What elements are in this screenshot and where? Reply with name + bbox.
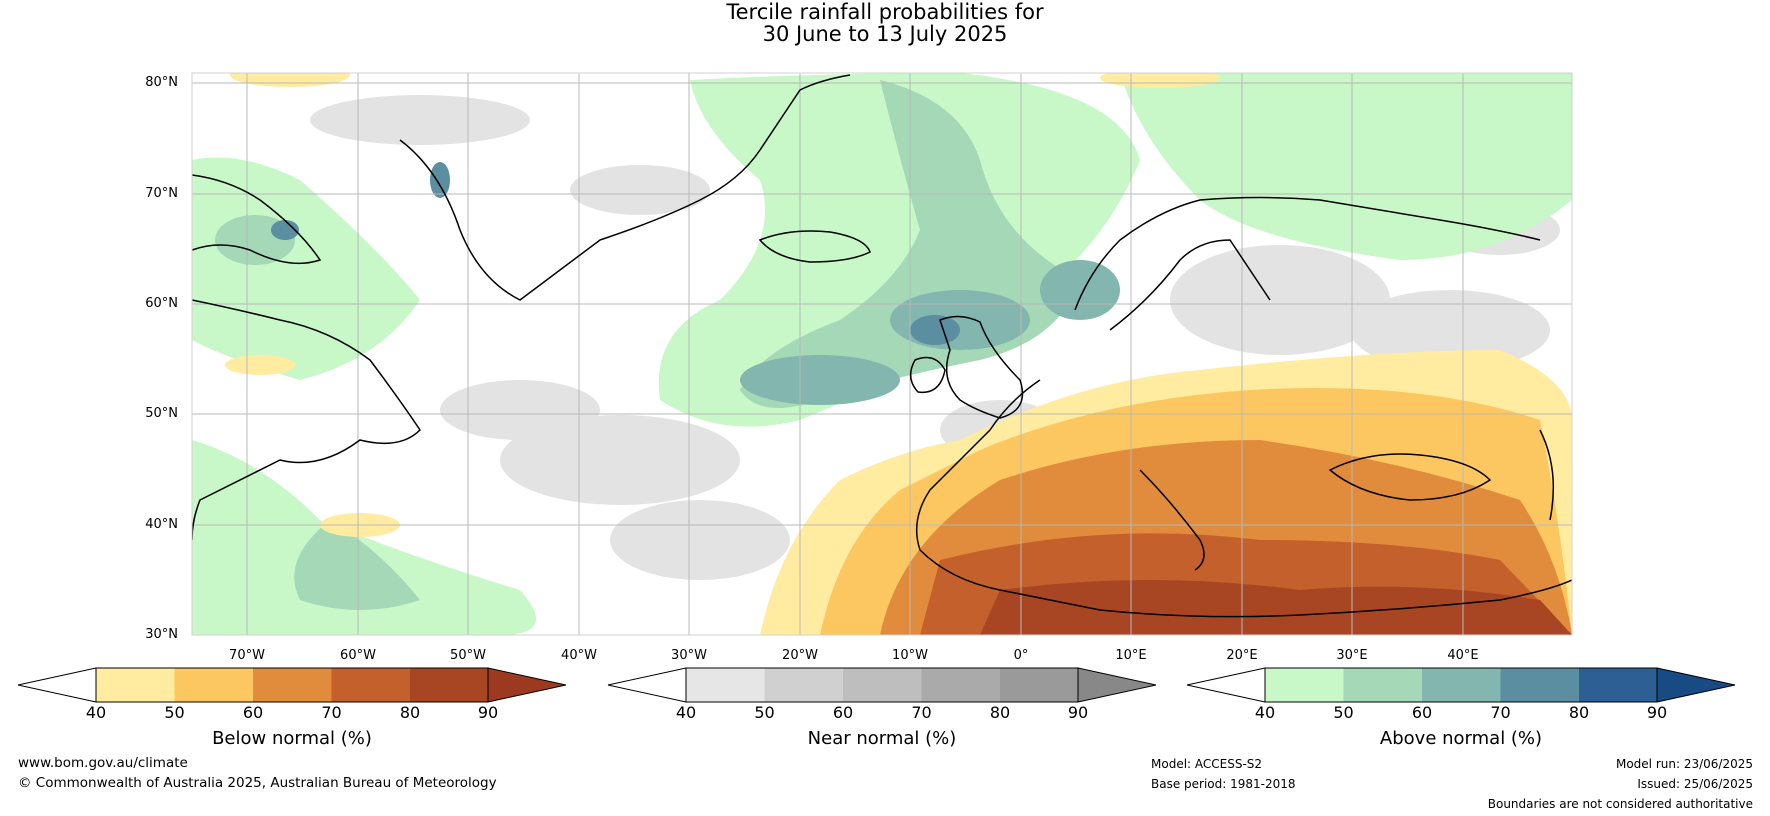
lon-label-70w: 70°W [229,648,265,663]
colorbar-below-tick: 50 [164,703,185,722]
lon-label-40w: 40°W [561,648,597,663]
lon-label-30e: 30°E [1336,648,1368,663]
lat-label-50n: 50°N [145,406,178,421]
lon-label-30w: 30°W [671,648,707,663]
map-field [192,73,1572,635]
colorbar-above-tick: 50 [1333,703,1354,722]
lon-label-0: 0° [1013,648,1029,663]
scandinavia-coast [1074,196,1541,311]
baffin-coast [192,174,322,265]
lon-label-10e: 10°E [1115,648,1147,663]
colorbar-below-tick: 70 [321,703,342,722]
lat-label-80n: 80°N [145,75,178,90]
lon-label-50w: 50°W [450,648,486,663]
map-title-line-1: Tercile rainfall probabilities for [726,0,1044,24]
colorbar-below-label: Below normal (%) [212,728,372,749]
british-isles-coast [939,315,1024,419]
colorbar-below-tick: 60 [242,703,264,722]
colorbar-below-tick: 80 [399,703,421,722]
labrador-coast [192,299,421,541]
coastlines [192,74,1572,618]
colorbar-above-tick: 70 [1490,703,1511,722]
colorbar-near-tick: 70 [911,703,932,722]
lon-label-40e: 40°E [1447,648,1479,663]
lat-label-60n: 60°N [145,296,178,311]
lon-label-10w: 10°W [892,648,928,663]
ireland-coast [909,356,946,394]
colorbar-near-normal [607,667,1157,703]
colorbar-near-tick: 80 [989,703,1011,722]
colorbar-near-label: Near normal (%) [807,728,957,749]
lon-label-60w: 60°W [340,648,376,663]
sweden-coast [1109,239,1271,331]
colorbar-below-tick: 40 [85,703,107,722]
caspian-coast [1539,429,1555,521]
colorbar-near-tick: 40 [675,703,697,722]
colorbar-above-tick: 80 [1568,703,1590,722]
boundaries-disclaimer: Boundaries are not considered authoritat… [1487,797,1753,811]
lon-label-20e: 20°E [1226,648,1258,663]
colorbar-below-tick: 90 [477,703,499,722]
colorbar-above-tick: 60 [1411,703,1433,722]
map-title-line-2: 30 June to 13 July 2025 [762,22,1008,46]
colorbar-near-tick: 50 [754,703,775,722]
graticule [192,73,1572,635]
italy-coast [1139,469,1205,571]
colorbar-above-normal [1186,667,1736,703]
europe-coast [915,379,1572,618]
model-run-date: Model run: 23/06/2025 [1615,757,1753,771]
lon-label-20w: 20°W [782,648,818,663]
colorbar-near-tick: 60 [832,703,854,722]
base-period: Base period: 1981-2018 [1151,777,1296,791]
iceland-coast [758,230,871,263]
greenland-coast [399,74,851,301]
issued-date: Issued: 25/06/2025 [1637,777,1753,791]
colorbar-above-tick: 90 [1646,703,1668,722]
lat-label-40n: 40°N [145,517,178,532]
lat-label-30n: 30°N [145,627,178,642]
below-normal-regions [225,73,1572,635]
model-name: Model: ACCESS-S2 [1151,757,1263,771]
colorbar-above-label: Above normal (%) [1379,728,1543,749]
colorbar-below-normal [17,667,567,703]
website-link[interactable]: www.bom.gov.au/climate [18,755,188,771]
copyright-text: © Commonwealth of Australia 2025, Austra… [18,775,497,791]
black-sea-coast [1328,453,1492,501]
colorbar-above-tick: 40 [1254,703,1276,722]
lat-label-70n: 70°N [145,186,178,201]
above-normal-regions [192,73,1572,635]
colorbar-near-tick: 90 [1067,703,1089,722]
